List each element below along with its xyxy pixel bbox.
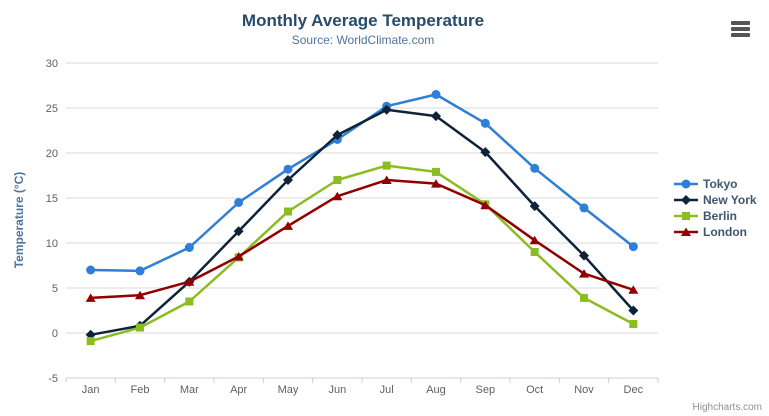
y-axis-label: 0	[52, 328, 58, 340]
data-point-tokyo-may[interactable]	[283, 164, 293, 174]
data-point-new-york-jul[interactable]	[381, 104, 392, 115]
chart-subtitle: Source: WorldClimate.com	[291, 33, 435, 47]
data-point-new-york-jun[interactable]	[332, 130, 343, 140]
data-point-berlin-oct[interactable]	[530, 248, 539, 256]
data-point-tokyo-feb[interactable]	[135, 266, 145, 276]
chart-context-menu-button[interactable]	[731, 21, 750, 37]
legend-item-label: Tokyo	[703, 177, 738, 191]
data-point-berlin-aug[interactable]	[432, 167, 440, 176]
data-point-london-apr[interactable]	[233, 252, 244, 261]
data-point-new-york-apr[interactable]	[233, 226, 244, 237]
data-point-london-jun[interactable]	[332, 191, 343, 201]
data-point-tokyo-oct[interactable]	[530, 163, 540, 173]
diamond-marker-icon	[674, 195, 698, 205]
legend-item-berlin[interactable]: Berlin	[674, 208, 757, 224]
data-point-new-york-nov[interactable]	[579, 250, 589, 261]
x-axis-label: Nov	[574, 384, 594, 396]
data-point-tokyo-mar[interactable]	[184, 243, 194, 252]
x-axis-label: Sep	[476, 384, 496, 396]
data-point-london-nov[interactable]	[579, 269, 589, 278]
data-point-berlin-nov[interactable]	[580, 293, 588, 302]
data-point-tokyo-dec[interactable]	[628, 242, 638, 252]
data-point-tokyo-apr[interactable]	[234, 198, 244, 207]
triangle-marker-icon	[674, 227, 698, 236]
x-axis-label: Jul	[380, 384, 394, 396]
legend: Tokyo New York Berlin London	[674, 176, 757, 240]
data-point-tokyo-aug[interactable]	[431, 90, 441, 99]
x-axis-label: Apr	[230, 384, 247, 396]
data-point-new-york-oct[interactable]	[529, 201, 540, 212]
data-point-berlin-dec[interactable]	[629, 320, 638, 328]
square-marker-icon	[682, 212, 690, 220]
hamburger-icon	[731, 27, 750, 31]
data-point-berlin-jun[interactable]	[333, 176, 342, 184]
data-point-london-jan[interactable]	[85, 293, 96, 302]
series-line-berlin	[89, 164, 635, 343]
data-point-berlin-feb[interactable]	[136, 323, 144, 332]
data-point-london-oct[interactable]	[529, 235, 540, 245]
y-axis-label: -5	[48, 373, 58, 385]
data-point-new-york-dec[interactable]	[628, 305, 639, 316]
x-axis-label: Feb	[131, 384, 150, 396]
x-axis-label: May	[278, 384, 299, 396]
hamburger-icon	[731, 33, 750, 37]
x-axis-label: Mar	[180, 384, 199, 396]
legend-item-label: New York	[703, 193, 757, 207]
y-axis-label: 15	[46, 193, 58, 205]
data-point-london-dec[interactable]	[628, 285, 639, 294]
data-point-berlin-jan[interactable]	[86, 337, 95, 346]
triangle-marker-icon	[681, 227, 691, 236]
data-point-new-york-sep[interactable]	[480, 147, 491, 158]
data-point-london-may[interactable]	[283, 221, 293, 230]
y-axis-label: 10	[46, 238, 58, 250]
circle-marker-icon	[681, 179, 691, 189]
data-point-tokyo-nov[interactable]	[579, 203, 589, 213]
x-axis-label: Jan	[82, 384, 100, 396]
y-axis-label: 30	[46, 58, 58, 70]
x-axis-label: Dec	[624, 384, 644, 396]
legend-item-tokyo[interactable]: Tokyo	[674, 176, 757, 192]
y-axis-label: 5	[52, 283, 58, 295]
chart-title: Monthly Average Temperature	[241, 11, 485, 30]
data-point-london-mar[interactable]	[184, 277, 195, 286]
data-point-london-jul[interactable]	[381, 175, 392, 185]
data-point-tokyo-sep[interactable]	[480, 118, 490, 128]
data-point-london-feb[interactable]	[135, 290, 145, 300]
diamond-marker-icon	[681, 195, 691, 205]
data-point-berlin-jul[interactable]	[382, 161, 391, 170]
series-line-tokyo	[89, 93, 635, 273]
data-point-london-sep[interactable]	[480, 200, 491, 210]
data-point-new-york-aug[interactable]	[431, 111, 441, 122]
y-axis-title: Temperature (°C)	[12, 171, 26, 269]
hamburger-icon	[731, 21, 750, 25]
legend-item-new-york[interactable]: New York	[674, 192, 757, 208]
data-point-berlin-may[interactable]	[284, 207, 292, 216]
square-marker-icon	[674, 212, 698, 220]
legend-item-london[interactable]: London	[674, 224, 757, 240]
y-axis-label: 20	[46, 148, 58, 160]
series-line-new-york	[89, 108, 635, 337]
credits-link[interactable]: Highcharts.com	[692, 402, 762, 413]
data-point-new-york-may[interactable]	[283, 175, 293, 185]
series-line-london	[89, 178, 635, 300]
x-axis-label: Aug	[426, 384, 446, 396]
circle-marker-icon	[674, 179, 698, 189]
data-point-london-aug[interactable]	[431, 179, 441, 188]
legend-item-label: London	[703, 225, 747, 239]
y-axis-label: 25	[46, 103, 58, 115]
data-point-berlin-mar[interactable]	[185, 297, 194, 306]
data-point-tokyo-jan[interactable]	[86, 265, 96, 275]
x-axis-label: Jun	[328, 384, 346, 396]
legend-item-label: Berlin	[703, 209, 738, 223]
x-axis-label: Oct	[526, 384, 543, 396]
